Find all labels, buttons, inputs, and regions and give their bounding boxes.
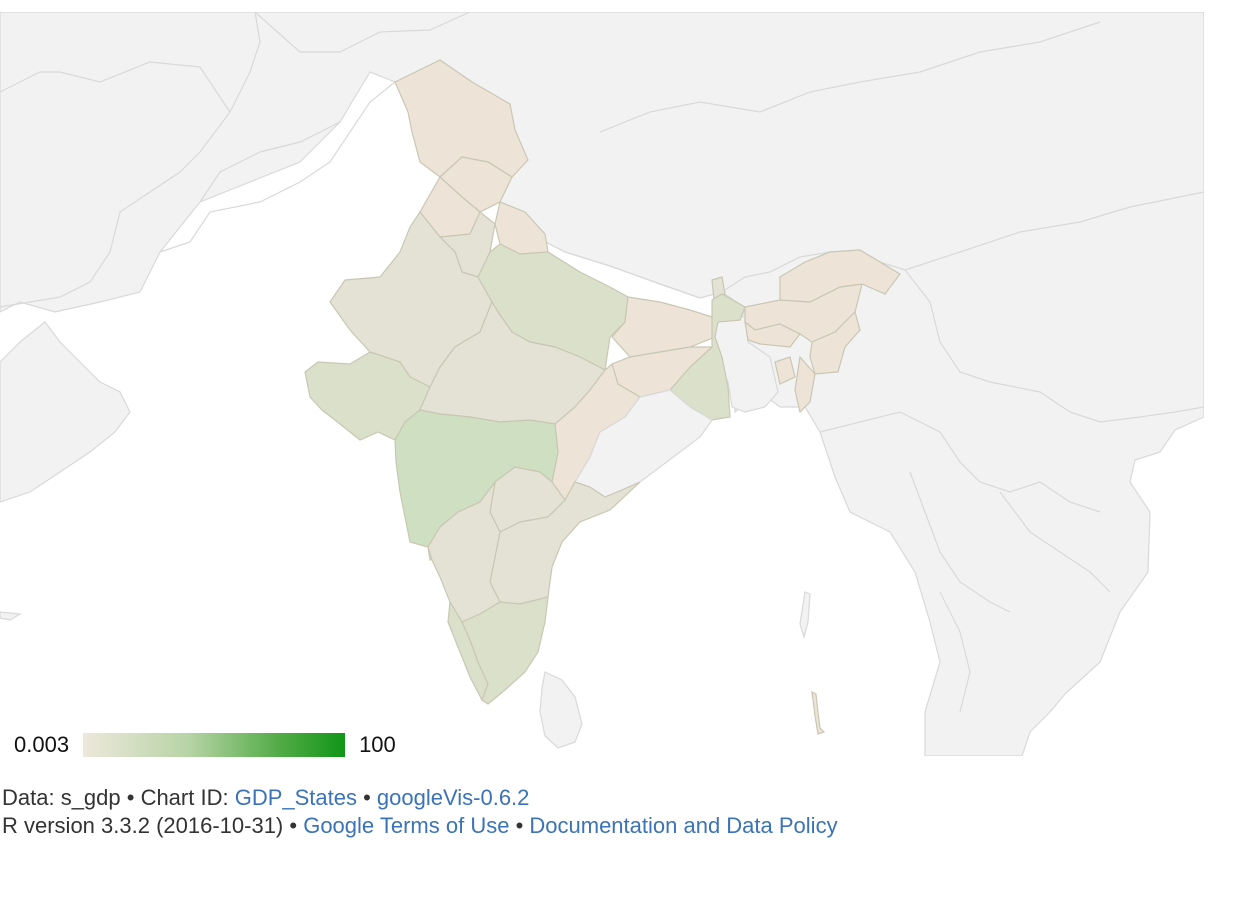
state-karnataka[interactable]: [427, 481, 501, 623]
land-arabia: [0, 321, 131, 503]
footer: Data: s_gdp • Chart ID: GDP_States • goo…: [2, 784, 838, 840]
state-nagaland-manipur[interactable]: [809, 310, 861, 375]
documentation-link[interactable]: Documentation and Data Policy: [529, 813, 838, 838]
state-arunachal-pradesh[interactable]: [779, 249, 901, 303]
border-lines-north: [0, 12, 1204, 713]
footer-r-version: R version 3.3.2 (2016-10-31): [2, 813, 284, 838]
google-terms-link[interactable]: Google Terms of Use: [303, 813, 510, 838]
footer-data-prefix: Data: s_gdp • Chart ID:: [2, 785, 235, 810]
state-andaman[interactable]: [811, 690, 826, 735]
footer-line-2: R version 3.3.2 (2016-10-31) • Google Te…: [2, 812, 838, 840]
geo-chart[interactable]: [0, 12, 1204, 756]
color-legend: 0.003 100: [14, 730, 396, 760]
googlevis-link[interactable]: googleVis-0.6.2: [376, 785, 530, 810]
land-sri-lanka: [539, 671, 583, 749]
footer-separator: •: [509, 813, 530, 838]
land-andaman: [799, 591, 811, 640]
legend-max-label: 100: [359, 732, 396, 757]
chart-id-link[interactable]: GDP_States: [234, 785, 357, 810]
land-somalia-tip: [0, 611, 22, 621]
legend-gradient-bar: [83, 733, 346, 757]
footer-separator: •: [356, 785, 377, 810]
state-tripura[interactable]: [774, 356, 796, 385]
legend-min-label: 0.003: [14, 732, 70, 757]
footer-separator: •: [283, 813, 304, 838]
map-canvas[interactable]: [0, 12, 1204, 756]
footer-line-1: Data: s_gdp • Chart ID: GDP_States • goo…: [2, 784, 838, 812]
state-meghalaya[interactable]: [744, 320, 801, 348]
state-tamil-nadu[interactable]: [461, 596, 549, 705]
state-mizoram[interactable]: [794, 355, 816, 414]
